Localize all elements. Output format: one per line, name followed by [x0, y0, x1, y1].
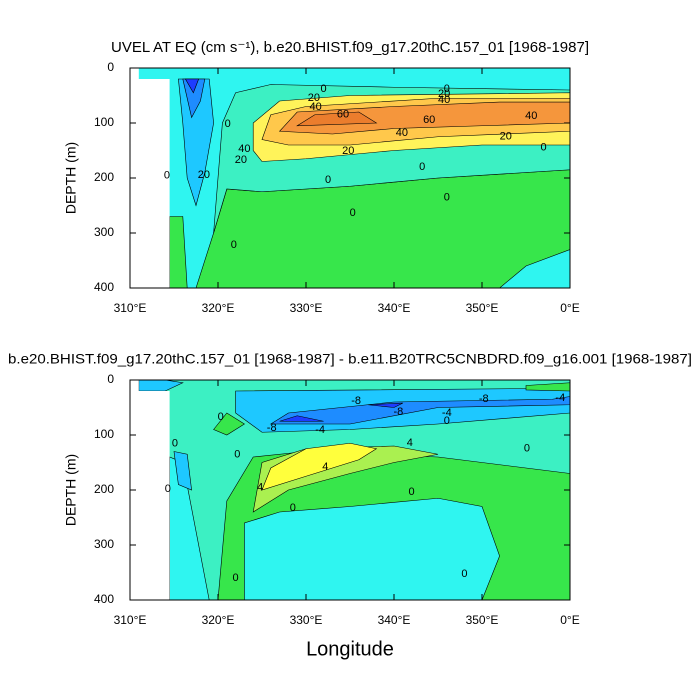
contour-region: [278, 101, 570, 135]
contour-label: 0: [164, 170, 170, 182]
y-tick-label: 300: [94, 537, 114, 551]
contour-label: -4: [442, 407, 452, 419]
contour-region: [130, 68, 170, 288]
x-tick-label: 340°E: [378, 613, 411, 627]
contour-label: 0: [234, 449, 240, 461]
contour-region: [173, 451, 192, 491]
x-tick-label: 0°E: [560, 613, 579, 627]
y-tick-label: 200: [94, 170, 114, 184]
contour-label: 40: [396, 127, 408, 139]
contour-label: 4: [407, 437, 413, 449]
contour-label: 0: [524, 443, 530, 455]
y-axis-label: DEPTH (m): [63, 454, 79, 526]
x-tick-label: 0°E: [560, 301, 579, 315]
contour-label: 40: [238, 143, 250, 155]
contour-label: 40: [525, 110, 537, 122]
contour-label: 0: [325, 174, 331, 186]
x-axis-label: Longitude: [306, 638, 394, 660]
y-tick-label: 400: [94, 280, 114, 294]
contour-label: 0: [461, 568, 467, 580]
contour-label: 0: [321, 83, 327, 95]
contour-label: -8: [267, 422, 277, 434]
x-tick-label: 330°E: [290, 613, 323, 627]
contour-region: [367, 402, 403, 408]
contour-label: 0: [409, 486, 415, 498]
contour-region: [244, 497, 500, 600]
contour-label: 40: [310, 101, 322, 113]
contour-label: 20: [438, 88, 450, 100]
contour-label: 60: [423, 114, 435, 126]
contour-label: 0: [419, 161, 425, 173]
chart-title: UVEL AT EQ (cm s⁻¹), b.e20.BHIST.f09_g17…: [111, 40, 589, 56]
contour-label: 20: [235, 154, 247, 166]
contour-label: 0: [541, 142, 547, 154]
contour-label: 0: [444, 83, 450, 95]
y-tick-label: 0: [107, 60, 114, 74]
contour-region: [178, 78, 214, 207]
contour-fills: [130, 68, 570, 288]
chart-title: b.e20.BHIST.f09_g17.20thC.157_01 [1968-1…: [8, 352, 692, 367]
contour-label: 0: [444, 415, 450, 427]
contour-label: 0: [233, 572, 239, 584]
contour-region: [269, 396, 570, 425]
x-tick-label: 350°E: [466, 613, 499, 627]
y-tick-label: 0: [107, 372, 114, 386]
contour-region: [296, 111, 378, 127]
contour-region: [213, 412, 245, 436]
contour-region: [261, 442, 378, 491]
contour-label: 0: [172, 438, 178, 450]
contour-label: 4: [322, 461, 328, 473]
contour-region: [130, 380, 170, 600]
x-tick-label: 320°E: [202, 613, 235, 627]
contour-label: 20: [198, 169, 210, 181]
contour-label: 60: [337, 109, 349, 121]
contour-label: 0: [165, 483, 171, 495]
contour-region: [279, 415, 324, 422]
contour-label: 0: [218, 411, 224, 423]
contour-label: 20: [500, 131, 512, 143]
x-tick-label: 310°E: [114, 613, 147, 627]
contour-label: -8: [479, 393, 489, 405]
x-tick-label: 320°E: [202, 301, 235, 315]
contour-label: 0: [290, 502, 296, 514]
contour-label: -8: [394, 406, 404, 418]
y-tick-label: 100: [94, 115, 114, 129]
contour-label: 0: [444, 192, 450, 204]
contour-region: [525, 382, 570, 392]
x-tick-label: 330°E: [290, 301, 323, 315]
contour-label: 20: [308, 92, 320, 104]
x-tick-label: 310°E: [114, 301, 147, 315]
contour-label: 20: [342, 145, 354, 157]
contour-label: 4: [257, 482, 263, 494]
contour-label: -4: [315, 424, 325, 436]
contour-label: -4: [555, 392, 565, 404]
y-tick-label: 200: [94, 482, 114, 496]
contour-label: 0: [225, 118, 231, 130]
contour-label: -8: [351, 395, 361, 407]
x-tick-label: 340°E: [378, 301, 411, 315]
contour-fills: [130, 380, 570, 600]
x-tick-label: 350°E: [466, 301, 499, 315]
y-axis-label: DEPTH (m): [63, 142, 79, 214]
y-tick-label: 400: [94, 592, 114, 606]
contour-label: 0: [350, 207, 356, 219]
y-tick-label: 300: [94, 225, 114, 239]
y-tick-label: 100: [94, 427, 114, 441]
contour-label: 40: [438, 94, 450, 106]
contour-region: [184, 78, 200, 94]
contour-label: 0: [231, 239, 237, 251]
